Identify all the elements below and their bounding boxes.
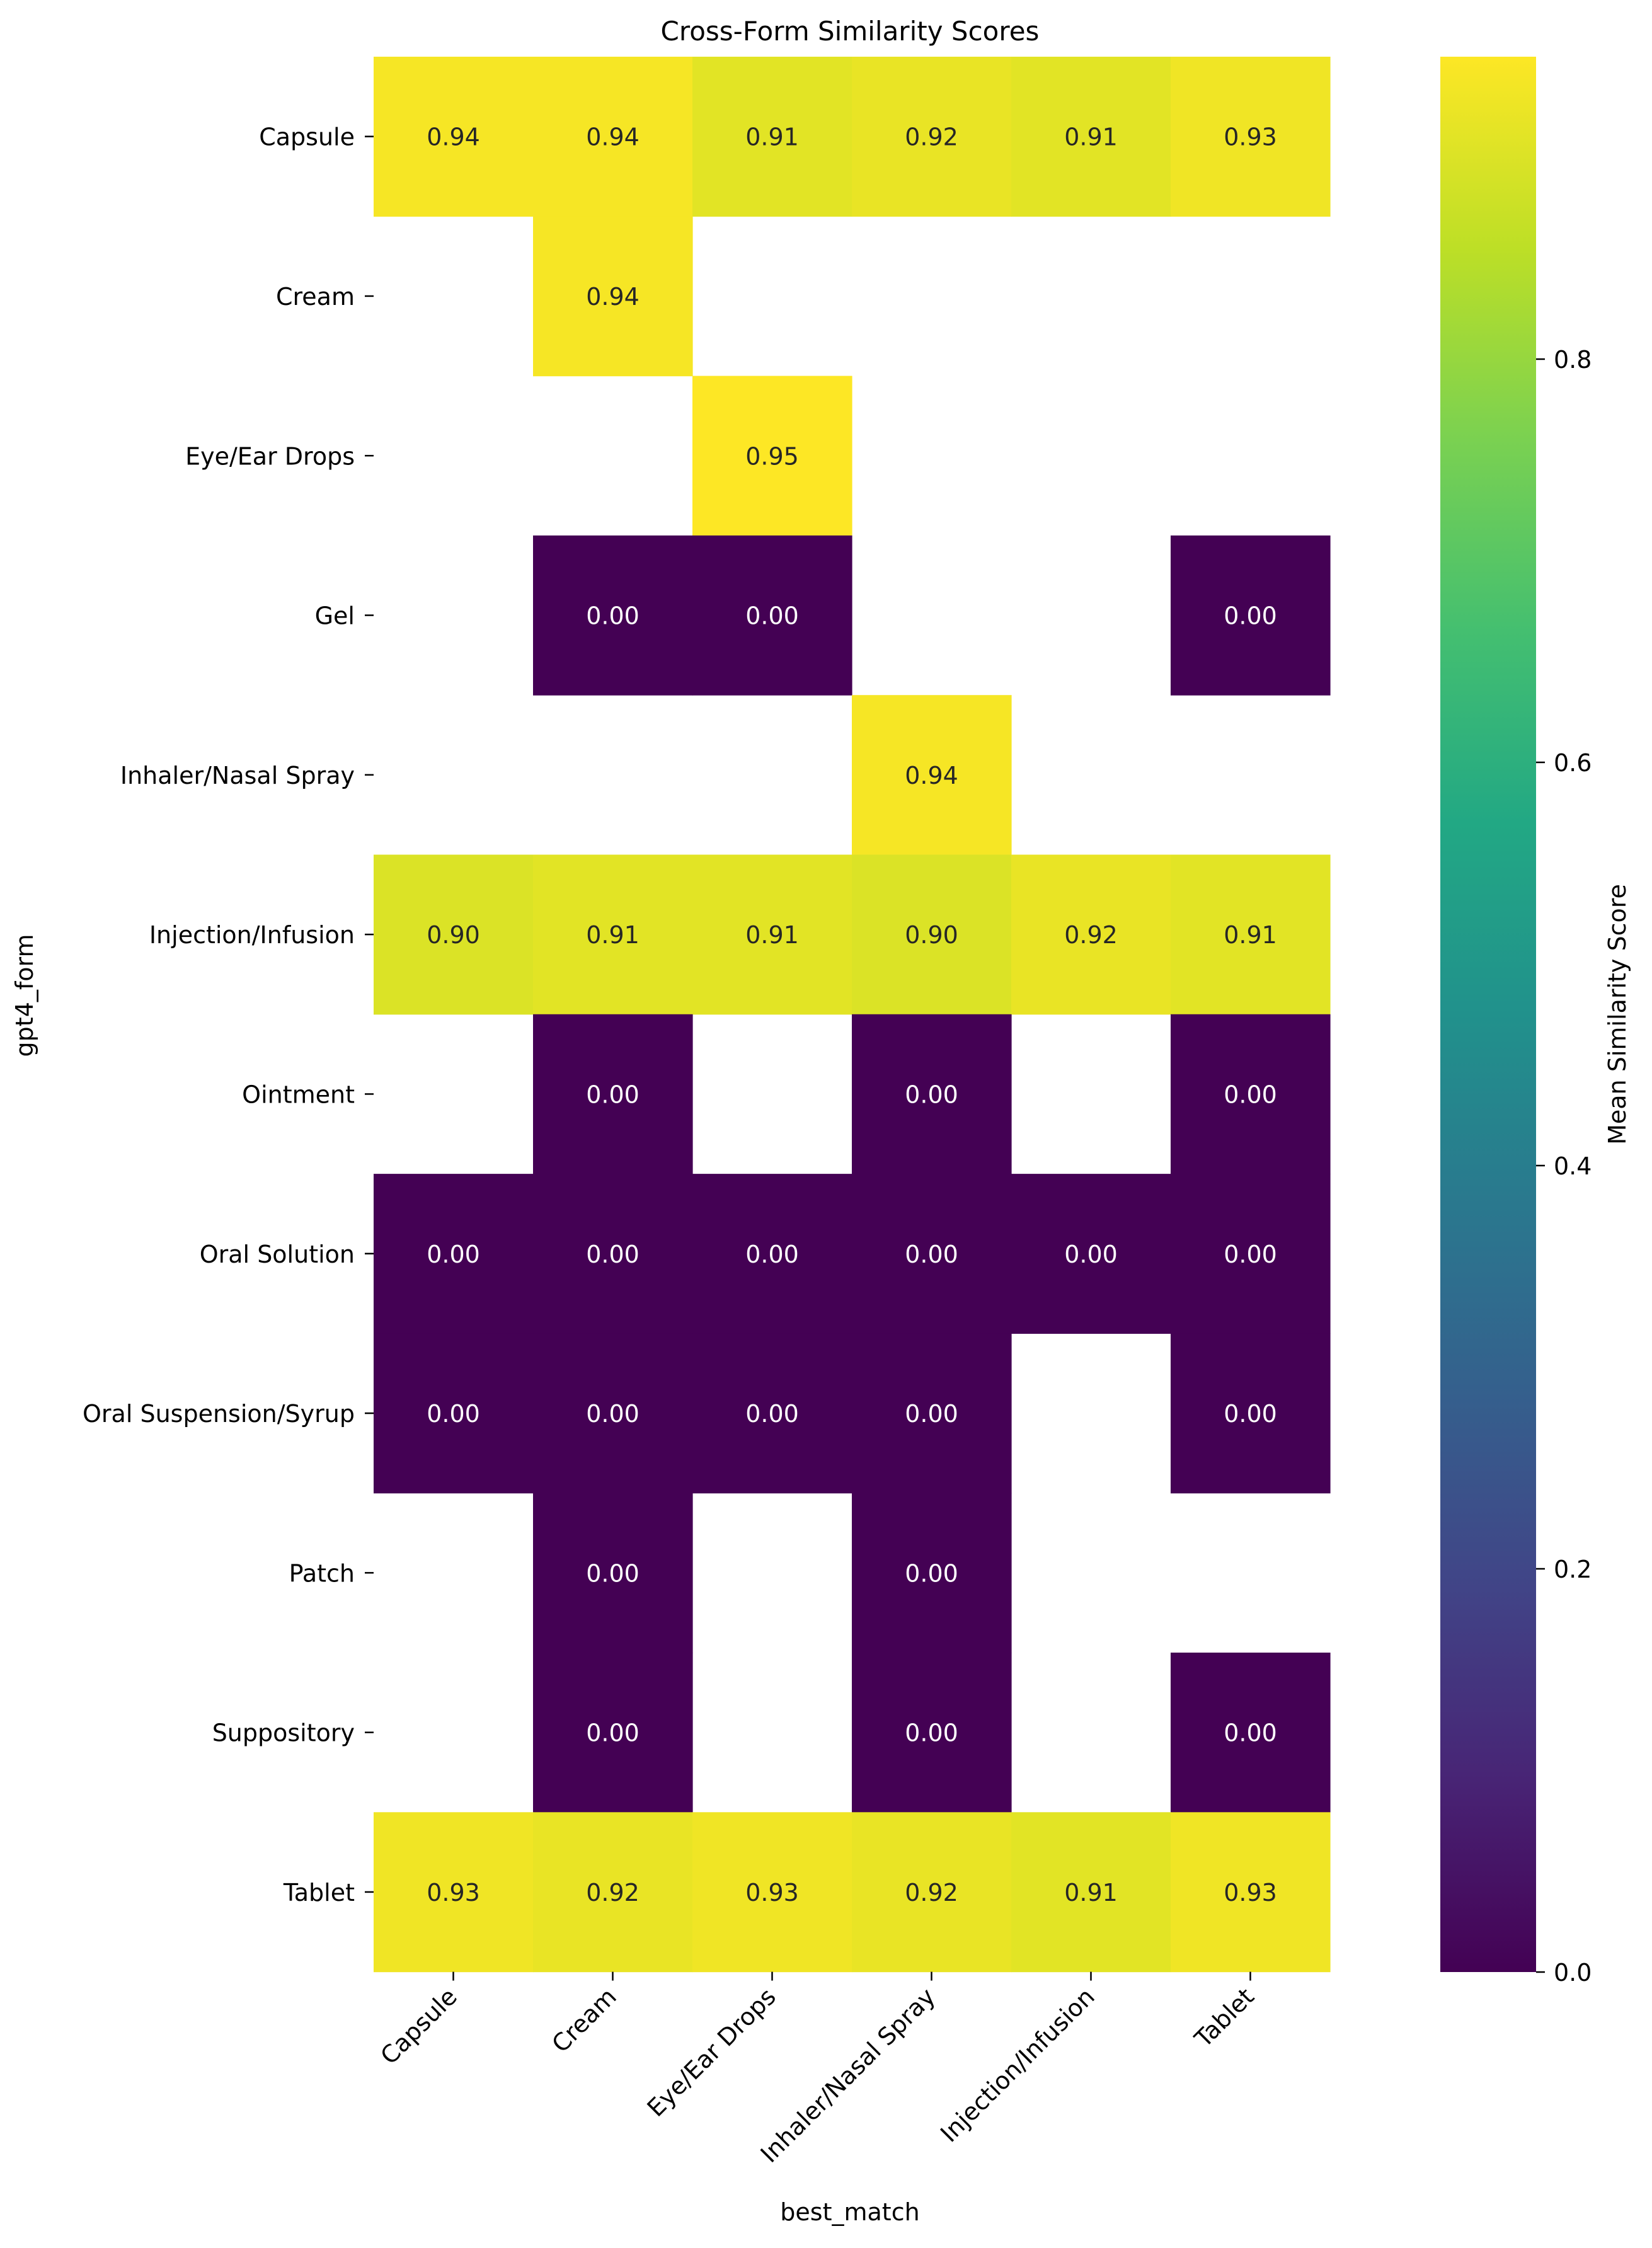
colorbar: 0.0 0.2 0.4 0.6 0.8 Mean Similarity Score bbox=[1440, 57, 1631, 1987]
y-tick-label: Inhaler/Nasal Spray bbox=[120, 762, 355, 789]
cell-value-label: 0.92 bbox=[586, 1879, 640, 1907]
cell-value-label: 0.00 bbox=[745, 1241, 799, 1268]
cell-value-label: 0.00 bbox=[586, 1081, 640, 1108]
y-tick-label: Patch bbox=[289, 1559, 355, 1587]
x-tick-label: Injection/Infusion bbox=[935, 1983, 1100, 2148]
cell-value-label: 0.00 bbox=[905, 1400, 958, 1428]
cell-value-label: 0.00 bbox=[905, 1081, 958, 1108]
y-tick-label: Suppository bbox=[212, 1719, 355, 1747]
cell-value-label: 0.95 bbox=[745, 442, 799, 470]
chart-title: Cross-Form Similarity Scores bbox=[661, 16, 1040, 47]
heatmap-chart: Cross-Form Similarity Scores 0.94 0.94 0.9… bbox=[0, 0, 1652, 2248]
cell-value-label: 0.91 bbox=[586, 921, 640, 949]
cell-value-label: 0.00 bbox=[586, 1559, 640, 1587]
cell-value-label: 0.91 bbox=[1064, 123, 1118, 151]
cell-value-label: 0.00 bbox=[1224, 1241, 1277, 1268]
colorbar-tick-label: 0.2 bbox=[1554, 1556, 1592, 1583]
x-tick-label: Capsule bbox=[375, 1983, 462, 2070]
colorbar-gradient bbox=[1440, 57, 1536, 1972]
cell-value-label: 0.00 bbox=[905, 1241, 958, 1268]
cell-value-label: 0.00 bbox=[1224, 1719, 1277, 1747]
cell-value-label: 0.00 bbox=[1064, 1241, 1118, 1268]
cell-value-label: 0.00 bbox=[1224, 602, 1277, 630]
cell-value-label: 0.92 bbox=[1064, 921, 1118, 949]
cell-value-label: 0.00 bbox=[586, 1719, 640, 1747]
y-tick-label: Gel bbox=[315, 602, 355, 630]
cell-value-label: 0.00 bbox=[427, 1241, 480, 1268]
y-tick-label: Cream bbox=[276, 283, 355, 311]
y-tick-label: Ointment bbox=[242, 1081, 355, 1108]
cell-value-label: 0.90 bbox=[427, 921, 480, 949]
y-tick-label: Capsule bbox=[259, 123, 355, 151]
colorbar-label: Mean Similarity Score bbox=[1603, 884, 1631, 1145]
cell-value-label: 0.94 bbox=[905, 762, 958, 789]
cell-value-label: 0.92 bbox=[905, 123, 958, 151]
y-tick-label: Oral Solution bbox=[200, 1241, 355, 1268]
x-axis-label: best_match bbox=[780, 2198, 919, 2226]
cell-value-label: 0.00 bbox=[586, 602, 640, 630]
cell-value-label: 0.94 bbox=[427, 123, 480, 151]
cell-value-label: 0.94 bbox=[586, 123, 640, 151]
cell-value-label: 0.00 bbox=[1224, 1400, 1277, 1428]
colorbar-tick-label: 0.6 bbox=[1554, 749, 1592, 777]
x-tick-label: Eye/Ear Drops bbox=[642, 1983, 781, 2122]
cell-value-label: 0.00 bbox=[427, 1400, 480, 1428]
cell-value-label: 0.00 bbox=[745, 1400, 799, 1428]
colorbar-tick-label: 0.8 bbox=[1554, 346, 1592, 374]
cell-value-label: 0.00 bbox=[905, 1559, 958, 1587]
x-tick-label: Tablet bbox=[1189, 1983, 1259, 2053]
y-tick-label: Oral Suspension/Syrup bbox=[83, 1400, 355, 1428]
cell-value-label: 0.94 bbox=[586, 283, 640, 311]
heatmap-cells: 0.94 0.94 0.91 0.92 0.91 0.93 0.94 0.95 0.00 0.00… bbox=[374, 57, 1331, 1972]
cell-value-label: 0.93 bbox=[427, 1879, 480, 1907]
cell-value-label: 0.93 bbox=[745, 1879, 799, 1907]
cell-value-label: 0.93 bbox=[1224, 123, 1277, 151]
cell-value-label: 0.91 bbox=[1224, 921, 1277, 949]
cell-value-label: 0.91 bbox=[745, 921, 799, 949]
cell-value-label: 0.90 bbox=[905, 921, 958, 949]
cell-value-label: 0.00 bbox=[1224, 1081, 1277, 1108]
y-tick-label: Eye/Ear Drops bbox=[185, 442, 355, 470]
y-axis-label: gpt4_form bbox=[11, 934, 38, 1057]
colorbar-tick-label: 0.0 bbox=[1554, 1959, 1592, 1987]
cell-value-label: 0.91 bbox=[745, 123, 799, 151]
y-tick-label: Tablet bbox=[283, 1879, 355, 1907]
cell-value-label: 0.91 bbox=[1064, 1879, 1118, 1907]
cell-value-label: 0.00 bbox=[586, 1400, 640, 1428]
x-tick-labels: Capsule Cream Eye/Ear DropsInhaler/Nasal S… bbox=[375, 1972, 1259, 2168]
cell-value-label: 0.93 bbox=[1224, 1879, 1277, 1907]
x-tick-label: Cream bbox=[546, 1983, 622, 2058]
colorbar-tick-label: 0.4 bbox=[1554, 1152, 1592, 1180]
colorbar-ticks: 0.0 0.2 0.4 0.6 0.8 bbox=[1536, 346, 1592, 1987]
cell-value-label: 0.92 bbox=[905, 1879, 958, 1907]
x-tick-label: Inhaler/Nasal Spray bbox=[755, 1983, 941, 2168]
cell-value-label: 0.00 bbox=[745, 602, 799, 630]
cell-value-label: 0.00 bbox=[905, 1719, 958, 1747]
cell-value-label: 0.00 bbox=[586, 1241, 640, 1268]
y-tick-label: Injection/Infusion bbox=[149, 921, 355, 949]
y-tick-labels: Capsule Cream Eye/Ear Drops Gel Inhaler/Nasa… bbox=[83, 123, 374, 1907]
